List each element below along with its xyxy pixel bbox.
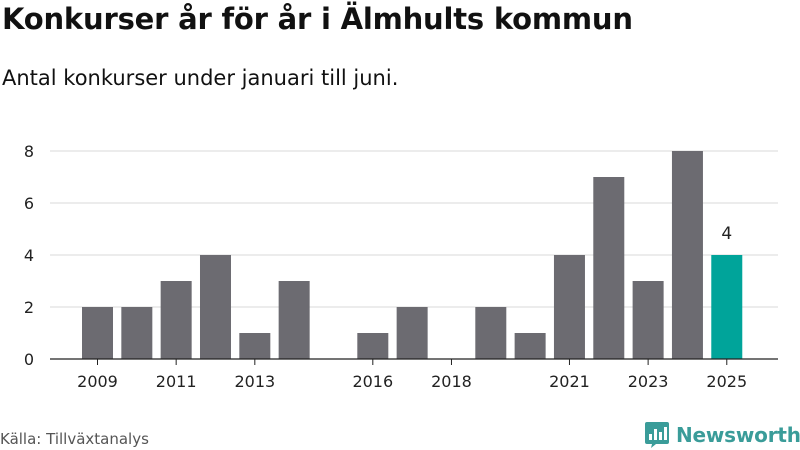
- bar: [278, 281, 310, 359]
- chart-subtitle: Antal konkurser under januari till juni.: [2, 66, 399, 90]
- bar: [632, 281, 664, 359]
- bar: [711, 255, 743, 359]
- bar: [396, 307, 428, 359]
- x-tick-label: 2013: [234, 372, 275, 391]
- bar: [514, 333, 546, 359]
- x-tick-label: 2016: [352, 372, 393, 391]
- brand-name: Newsworthy: [676, 423, 800, 447]
- y-tick-label: 0: [24, 350, 34, 369]
- bar: [199, 255, 231, 359]
- bar: [121, 307, 153, 359]
- x-tick-label: 2018: [431, 372, 472, 391]
- data-label: 4: [721, 224, 732, 244]
- bar: [671, 151, 703, 359]
- bar: [357, 333, 389, 359]
- x-tick-label: 2025: [706, 372, 747, 391]
- bar: [82, 307, 113, 359]
- y-tick-label: 2: [24, 298, 34, 317]
- x-tick-label: 2011: [156, 372, 197, 391]
- y-tick-label: 8: [24, 142, 34, 161]
- bar: [593, 177, 625, 359]
- x-tick-label: 2021: [549, 372, 590, 391]
- x-tick-label: 2009: [77, 372, 118, 391]
- bar: [553, 255, 585, 359]
- y-tick-label: 4: [24, 246, 34, 265]
- source-note: Källa: Tillväxtanalys: [0, 430, 149, 448]
- y-tick-label: 6: [24, 194, 34, 213]
- brand-logo[interactable]: Newsworthy: [644, 421, 800, 449]
- x-tick-label: 2023: [628, 372, 669, 391]
- bar: [475, 307, 507, 359]
- bar: [160, 281, 192, 359]
- bar: [239, 333, 271, 359]
- newsworthy-logo-icon: [645, 422, 669, 448]
- chart-title: Konkurser år för år i Älmhults kommun: [2, 2, 633, 36]
